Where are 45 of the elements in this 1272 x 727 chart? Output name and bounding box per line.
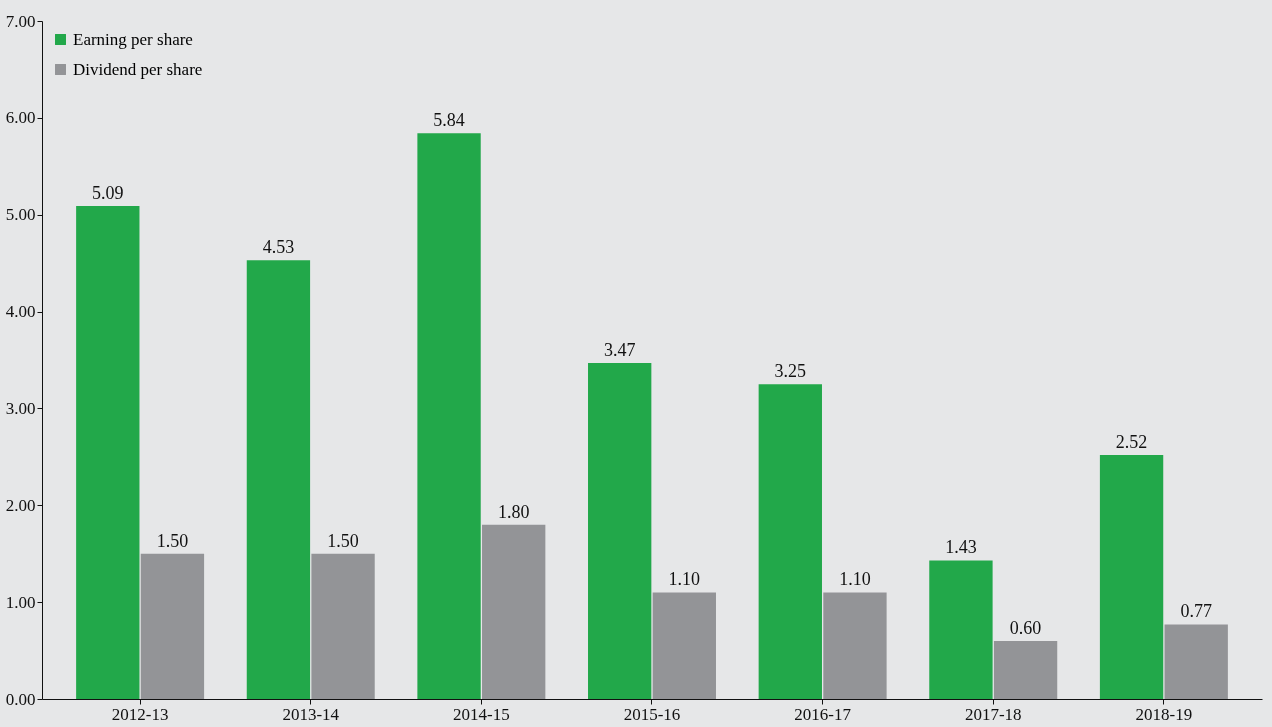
data-label: 1.80	[497, 501, 530, 522]
bar	[246, 260, 311, 699]
legend-label: Earning per share	[73, 29, 193, 49]
x-tick-label: 2016-17	[794, 704, 852, 724]
bar	[758, 384, 822, 699]
x-tick-label: 2018-19	[1135, 704, 1193, 724]
bar	[993, 640, 1058, 699]
y-tick-label: 3.00	[5, 398, 36, 418]
data-label: 1.50	[156, 530, 189, 551]
x-tick-label: 2017-18	[964, 704, 1022, 724]
y-tick-label: 5.00	[5, 205, 36, 225]
bar	[1164, 624, 1228, 699]
bar	[311, 553, 375, 699]
data-label: 1.43	[945, 537, 977, 558]
data-label: 3.47	[603, 339, 636, 360]
data-label: 0.60	[1009, 617, 1042, 638]
bar	[482, 524, 546, 699]
bar	[588, 362, 652, 699]
legend-label: Dividend per share	[73, 59, 203, 79]
x-tick-label: 2014-15	[453, 704, 510, 724]
bar	[76, 206, 140, 699]
data-label: 4.53	[262, 237, 295, 258]
y-tick-label: 1.00	[5, 592, 36, 612]
bar	[929, 560, 993, 699]
y-tick-label: 0.00	[5, 689, 36, 709]
x-tick-label: 2015-16	[623, 704, 681, 724]
data-label: 1.10	[668, 569, 701, 590]
x-tick-label: 2012-13	[111, 704, 169, 724]
y-tick-label: 7.00	[5, 11, 36, 31]
bar	[417, 133, 481, 699]
data-label: 3.25	[774, 361, 807, 382]
bar	[140, 553, 205, 699]
x-tick-label: 2013-14	[282, 704, 340, 724]
data-label: 1.50	[327, 530, 359, 551]
data-label: 0.77	[1180, 601, 1212, 622]
bar	[652, 592, 716, 699]
y-tick-label: 2.00	[5, 495, 36, 515]
bar	[1099, 454, 1164, 699]
bar	[823, 592, 887, 699]
data-label: 5.84	[433, 110, 465, 131]
y-tick-label: 4.00	[5, 302, 36, 322]
data-label: 2.52	[1115, 431, 1148, 452]
y-tick-label: 6.00	[5, 108, 36, 128]
data-label: 5.09	[92, 183, 124, 203]
data-label: 1.10	[839, 569, 871, 590]
